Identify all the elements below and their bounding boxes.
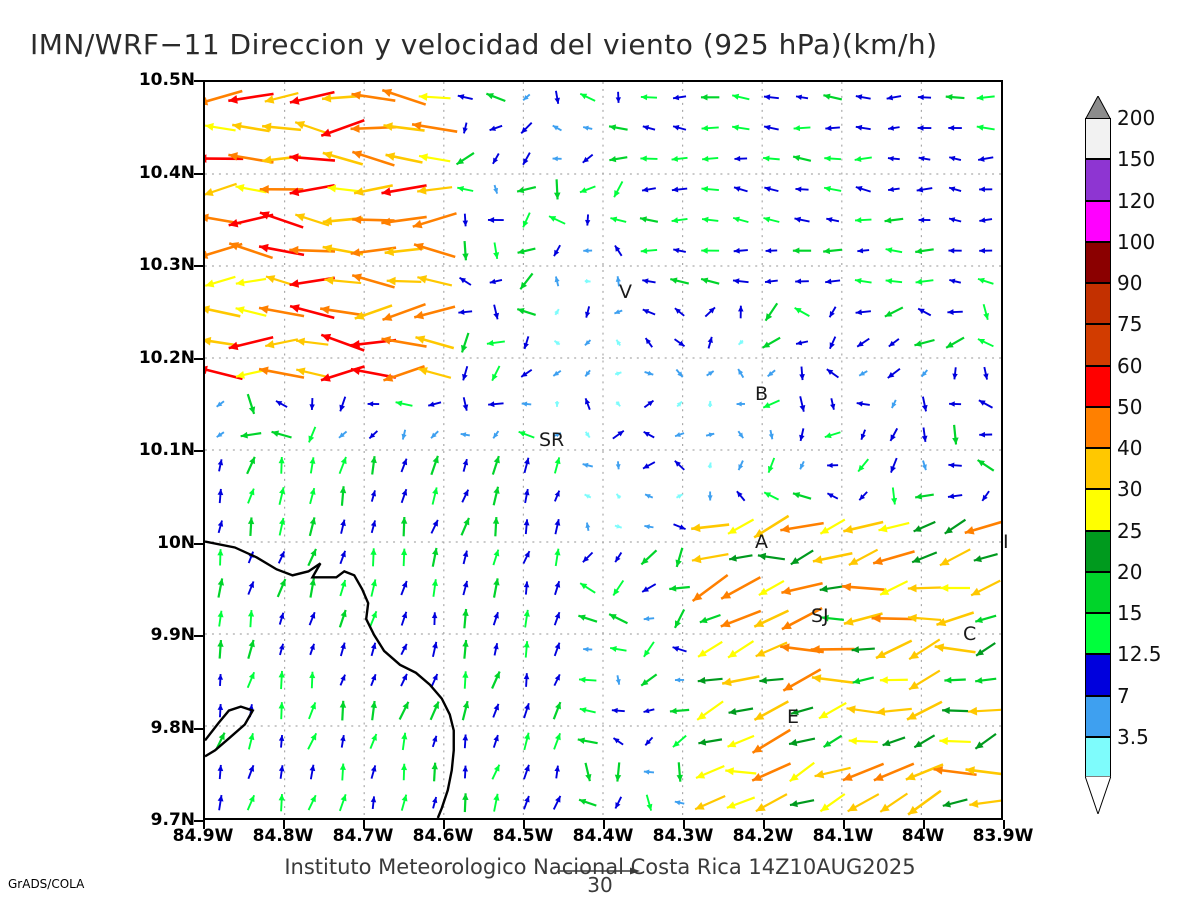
- x-axis-tick: 84.6W: [412, 826, 474, 846]
- wind-vector-field: [205, 88, 1001, 816]
- reference-vector-arrow: [560, 867, 640, 875]
- colorbar-tick-label: 30: [1117, 477, 1143, 502]
- city-label-v: V: [619, 280, 632, 303]
- colorbar-band: [1085, 241, 1111, 283]
- x-axis-tick: 84.3W: [652, 826, 714, 846]
- colorbar-tick-label: 150: [1117, 147, 1156, 172]
- y-axis-tickmark: [194, 450, 203, 452]
- colorbar-tick-label: 15: [1117, 601, 1143, 625]
- colorbar-band: [1085, 365, 1111, 407]
- colorbar-band: [1085, 200, 1111, 242]
- y-axis-tickmark: [194, 635, 203, 637]
- x-axis-tick: 84.8W: [252, 826, 314, 846]
- colorbar-band: [1085, 159, 1111, 201]
- colorbar-over-arrow: [1085, 96, 1111, 120]
- city-label-e: E: [787, 706, 800, 729]
- x-axis-tick: 83.9W: [972, 826, 1034, 846]
- x-axis-tick: 84.7W: [332, 826, 394, 846]
- x-axis-tickmark: [603, 820, 605, 829]
- x-axis-tick: 84.1W: [812, 826, 874, 846]
- x-axis-tickmark: [363, 820, 365, 829]
- colorbar-band: [1085, 489, 1111, 531]
- colorbar-band: [1085, 283, 1111, 325]
- colorbar-tick-label: 200: [1117, 106, 1156, 130]
- city-label-i: I: [1003, 530, 1009, 553]
- colorbar-tick-label: 90: [1117, 271, 1143, 295]
- colorbar-tick-label: 20: [1117, 559, 1143, 584]
- x-axis-tickmark: [843, 820, 845, 829]
- x-axis-tickmark: [283, 820, 285, 829]
- x-axis-tick: 84.2W: [732, 826, 794, 846]
- x-axis-tickmark: [1003, 820, 1005, 829]
- colorbar-band: [1085, 736, 1111, 778]
- x-axis-tickmark: [523, 820, 525, 829]
- y-axis-tickmark: [194, 820, 203, 822]
- city-label-sj: SJ: [811, 604, 829, 627]
- x-axis-tick: 84.5W: [492, 826, 554, 846]
- colorbar-under-arrow: [1085, 776, 1111, 814]
- colorbar-band: [1085, 695, 1111, 737]
- x-axis-tickmark: [763, 820, 765, 829]
- colorbar-band: [1085, 118, 1111, 160]
- city-label-c: C: [963, 623, 977, 645]
- y-axis-tick: 10.2N: [138, 347, 195, 368]
- colorbar-band: [1085, 406, 1111, 448]
- y-axis-tick: 9.8N: [150, 717, 195, 738]
- coastline: [205, 540, 455, 818]
- colorbar-tick-label: 7: [1117, 683, 1130, 708]
- reference-vector-label: 30: [587, 873, 613, 897]
- colorbar-tick-label: 60: [1117, 353, 1143, 378]
- colorbar-band: [1085, 654, 1111, 696]
- page-title: IMN/WRF−11 Direccion y velocidad del vie…: [30, 28, 938, 61]
- colorbar-band: [1085, 571, 1111, 613]
- colorbar-band: [1085, 530, 1111, 572]
- y-axis-tickmark: [194, 172, 203, 175]
- grads-credit: GrADS/COLA: [8, 877, 85, 891]
- city-label-a: A: [755, 530, 768, 553]
- x-axis-tickmark: [443, 820, 445, 829]
- colorbar-tick-label: 40: [1117, 436, 1143, 460]
- colorbar-tick-label: 50: [1117, 394, 1143, 419]
- y-axis-tick: 10.1N: [138, 440, 195, 460]
- colorbar-band: [1085, 448, 1111, 490]
- colorbar-tick-label: 3.5: [1117, 724, 1149, 749]
- x-axis-tickmark: [683, 820, 685, 829]
- y-axis-tick: 10.5N: [138, 70, 195, 90]
- colorbar-tick-label: 100: [1117, 229, 1156, 254]
- city-label-sr: SR: [539, 428, 565, 451]
- y-axis-tick: 10N: [157, 532, 195, 553]
- x-axis-tickmark: [923, 820, 925, 829]
- y-axis-tickmark: [194, 80, 203, 82]
- y-axis-tick: 9.7N: [150, 810, 195, 830]
- x-axis-tick: 84W: [901, 826, 945, 846]
- y-axis-tick: 9.9N: [150, 625, 195, 645]
- city-label-b: B: [755, 382, 769, 405]
- y-axis-tickmark: [194, 265, 203, 267]
- y-axis-tickmark: [194, 357, 203, 360]
- colorbar: 200 150 120 100 90 75 60 50 40 30 25 20 15 12.5 7 3.5: [1085, 106, 1162, 778]
- gridlines: [205, 82, 1001, 818]
- x-axis-tick: 84.4W: [572, 826, 634, 846]
- colorbar-band: [1085, 324, 1111, 366]
- colorbar-tick-label: 12.5: [1117, 642, 1162, 667]
- colorbar-tick-label: 120: [1117, 188, 1156, 213]
- y-axis-tick: 10.4N: [138, 162, 195, 183]
- colorbar-tick-label: 25: [1117, 518, 1143, 543]
- x-axis-tickmark: [203, 820, 205, 829]
- chart-plot-area: [203, 80, 1003, 820]
- colorbar-band: [1085, 613, 1111, 655]
- x-axis-tick: 84.9W: [172, 826, 234, 846]
- colorbar-tick-label: 75: [1117, 312, 1143, 337]
- y-axis-tick: 10.3N: [138, 255, 195, 275]
- y-axis-tickmark: [194, 727, 203, 730]
- y-axis-tickmark: [194, 542, 203, 545]
- footer-text: Instituto Meteorologico Nacional Costa R…: [284, 855, 916, 879]
